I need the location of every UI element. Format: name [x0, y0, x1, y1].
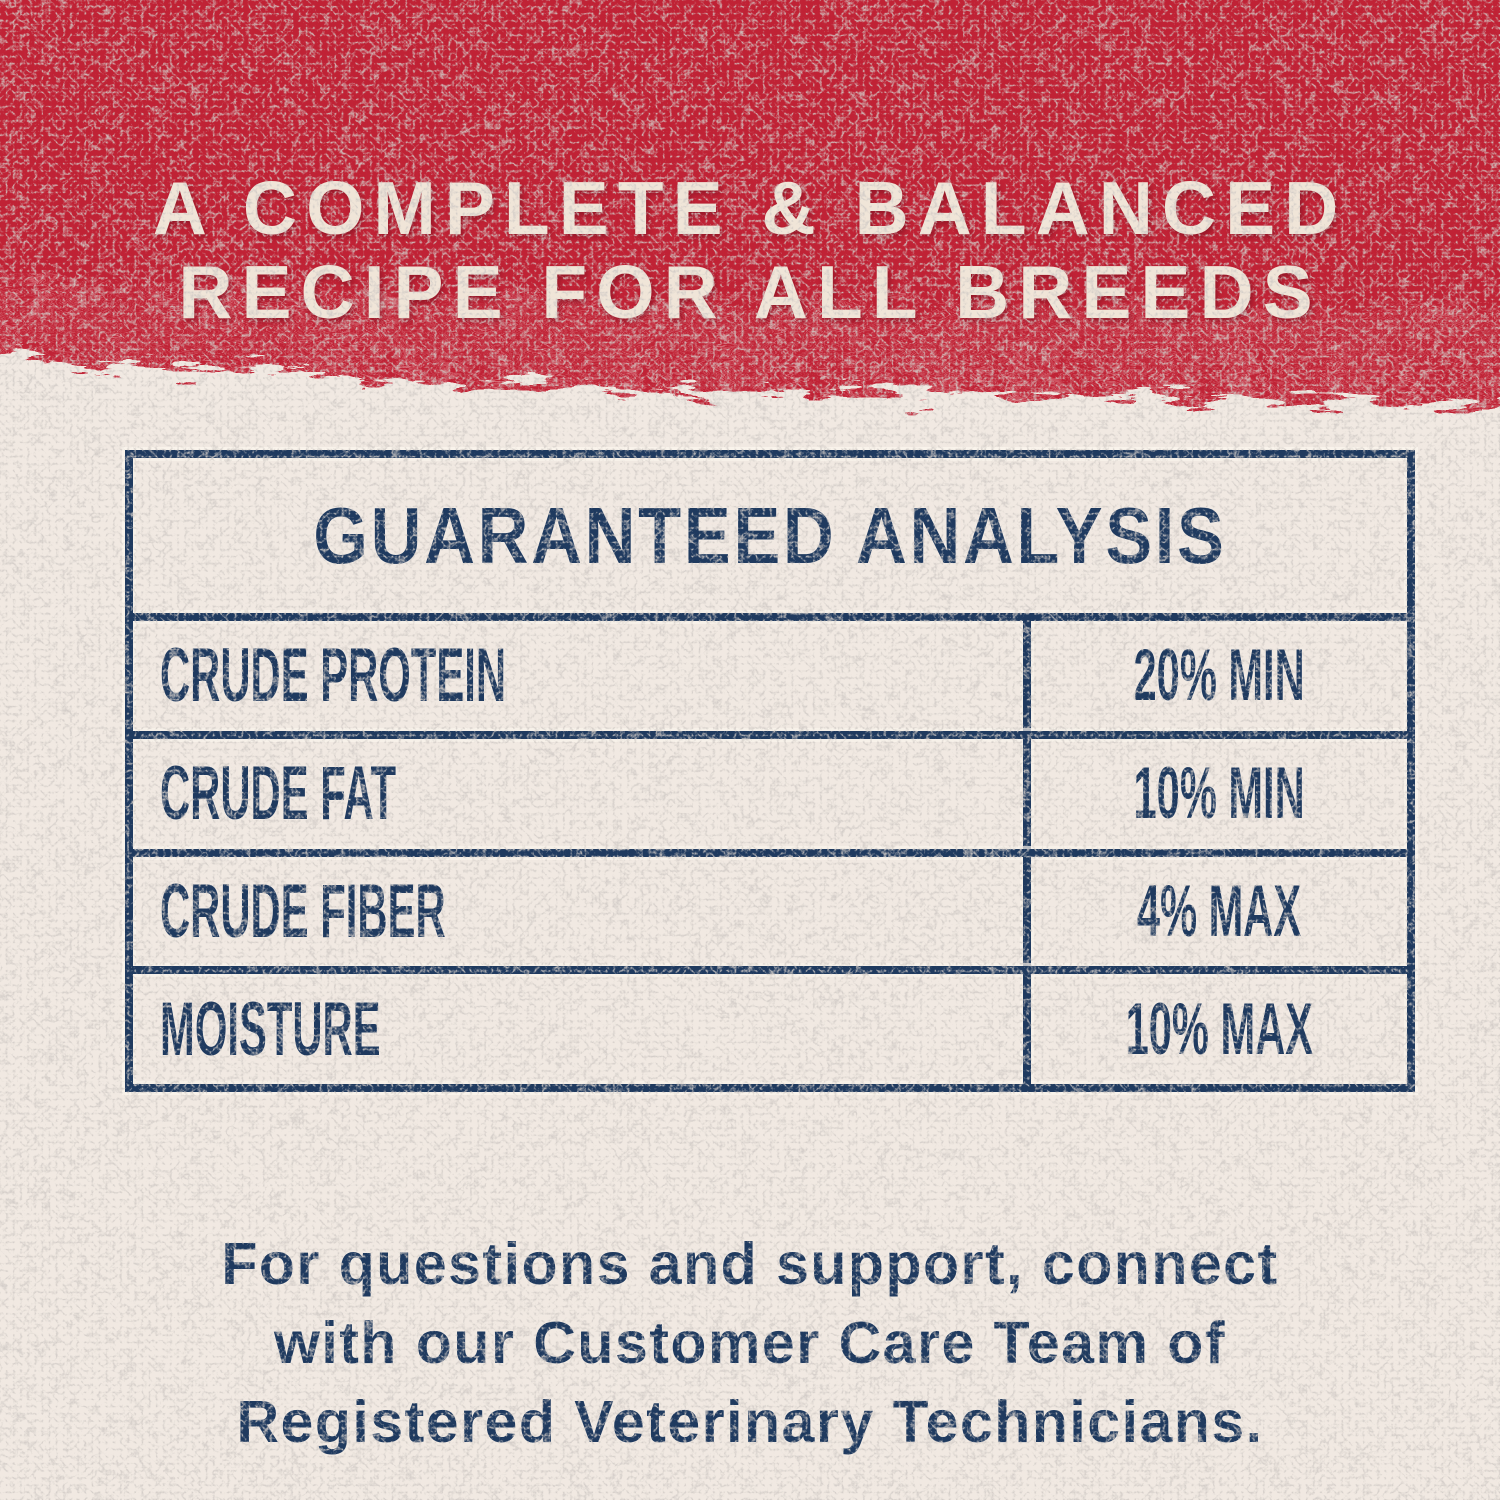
guaranteed-analysis-table: GUARANTEED ANALYSIS CRUDE PROTEIN 20% MI…: [125, 450, 1415, 1092]
row-value-cell: 4% MAX: [1023, 856, 1407, 967]
row-value-cell: 20% MIN: [1023, 621, 1407, 731]
nutrient-label: MOISTURE: [160, 986, 381, 1072]
banner-headline: A COMPLETE & BALANCED RECIPE FOR ALL BRE…: [0, 166, 1500, 334]
guaranteed-analysis-header: GUARANTEED ANALYSIS: [133, 458, 1407, 621]
guaranteed-analysis-title: GUARANTEED ANALYSIS: [313, 490, 1227, 580]
row-label-cell: CRUDE FAT: [133, 739, 1023, 849]
customer-care-note-line1: For questions and support, connect: [221, 1231, 1279, 1297]
table-row-moisture: MOISTURE 10% MAX: [133, 966, 1407, 1084]
customer-care-note-line2: with our Customer Care Team of: [274, 1310, 1226, 1376]
nutrient-label: CRUDE PROTEIN: [160, 633, 507, 719]
table-row-crude-protein: CRUDE PROTEIN 20% MIN: [133, 621, 1407, 731]
banner-headline-line1: A COMPLETE & BALANCED: [152, 166, 1348, 251]
customer-care-note-line3: Registered Veterinary Technicians.: [236, 1389, 1264, 1455]
nutrient-value: 4% MAX: [1136, 870, 1302, 952]
row-value-cell: 10% MIN: [1023, 738, 1407, 849]
row-label-cell: CRUDE PROTEIN: [133, 621, 1023, 731]
customer-care-note: For questions and support, connect with …: [0, 1225, 1500, 1462]
nutrient-label: CRUDE FAT: [160, 751, 397, 837]
table-row-crude-fiber: CRUDE FIBER 4% MAX: [133, 848, 1407, 967]
row-value-cell: 10% MAX: [1023, 974, 1407, 1084]
row-label-cell: CRUDE FIBER: [133, 857, 1023, 967]
nutrient-value: 10% MAX: [1125, 988, 1313, 1070]
nutrient-label: CRUDE FIBER: [160, 868, 446, 954]
table-row-crude-fat: CRUDE FAT 10% MIN: [133, 730, 1407, 849]
banner-headline-line2: RECIPE FOR ALL BREEDS: [178, 250, 1322, 335]
nutrient-value: 10% MIN: [1133, 753, 1305, 835]
nutrient-value: 20% MIN: [1133, 635, 1305, 717]
row-label-cell: MOISTURE: [133, 974, 1023, 1084]
